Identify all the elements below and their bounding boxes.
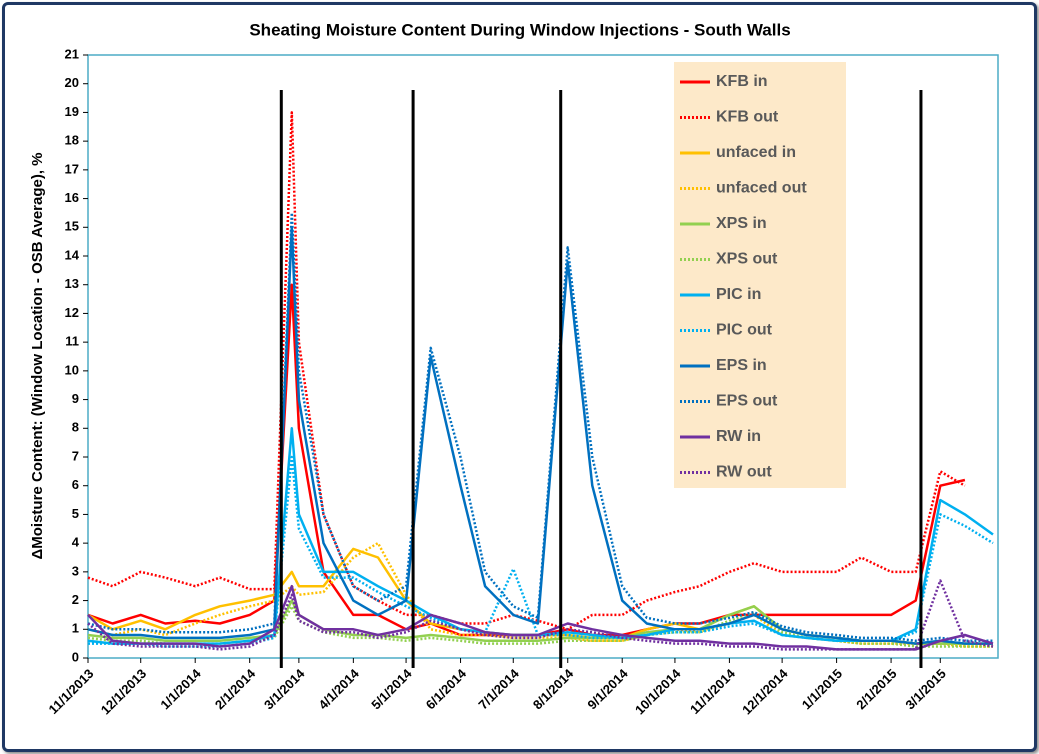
y-tick-label: 10 bbox=[65, 362, 79, 377]
legend-label: PIC in bbox=[716, 286, 761, 303]
y-axis-label: ΔMoisture Content: (Window Location - OS… bbox=[29, 152, 46, 559]
y-tick-label: 18 bbox=[65, 133, 79, 148]
y-tick-label: 1 bbox=[72, 621, 79, 636]
y-tick-label: 5 bbox=[72, 506, 79, 521]
x-tick-label: 7/1/2014 bbox=[475, 665, 522, 712]
y-tick-label: 6 bbox=[72, 477, 79, 492]
x-tick-label: 1/1/2014 bbox=[157, 665, 204, 712]
y-tick-label: 17 bbox=[65, 161, 79, 176]
x-tick-label: 4/1/2014 bbox=[316, 665, 363, 712]
legend-label: PIC out bbox=[716, 322, 773, 339]
legend-label: unfaced out bbox=[716, 180, 807, 197]
y-tick-label: 14 bbox=[65, 247, 80, 262]
x-tick-label: 9/1/2014 bbox=[584, 665, 631, 712]
y-tick-label: 0 bbox=[72, 649, 79, 664]
x-tick-label: 2/1/2014 bbox=[212, 665, 259, 712]
x-tick-label: 11/1/2013 bbox=[46, 666, 97, 717]
legend-label: XPS out bbox=[716, 251, 778, 268]
y-tick-label: 9 bbox=[72, 391, 79, 406]
legend-label: XPS in bbox=[716, 215, 767, 232]
y-tick-label: 12 bbox=[65, 305, 79, 320]
y-tick-label: 8 bbox=[72, 420, 79, 435]
series-line bbox=[87, 226, 993, 645]
series-line bbox=[88, 455, 994, 648]
legend-label: KFB out bbox=[716, 109, 779, 126]
chart-title: Sheating Moisture Content During Window … bbox=[249, 20, 790, 39]
legend-label: RW in bbox=[716, 428, 761, 445]
y-tick-label: 4 bbox=[72, 535, 80, 550]
x-tick-label: 12/1/2014 bbox=[739, 665, 791, 717]
y-tick-label: 2 bbox=[72, 592, 79, 607]
y-tick-label: 7 bbox=[72, 448, 79, 463]
x-tick-label: 3/1/2015 bbox=[902, 666, 948, 712]
series-line bbox=[87, 211, 993, 643]
x-tick-label: 2/1/2015 bbox=[853, 666, 899, 712]
y-tick-label: 19 bbox=[65, 104, 79, 119]
x-tick-label: 8/1/2014 bbox=[530, 665, 577, 712]
series-line bbox=[87, 427, 994, 645]
y-tick-label: 3 bbox=[72, 563, 79, 578]
legend-label: EPS out bbox=[716, 393, 778, 410]
x-tick-label: 5/1/2014 bbox=[368, 665, 415, 712]
series-line bbox=[87, 584, 994, 651]
y-tick-label: 13 bbox=[65, 276, 79, 291]
y-tick-label: 15 bbox=[65, 219, 79, 234]
x-tick-label: 11/1/2014 bbox=[687, 665, 739, 717]
plot-area bbox=[87, 54, 999, 659]
x-tick-label: 1/1/2015 bbox=[799, 666, 845, 712]
legend-label: EPS in bbox=[716, 357, 767, 374]
y-tick-label: 16 bbox=[65, 190, 79, 205]
x-tick-label: 6/1/2014 bbox=[423, 665, 470, 712]
series-line bbox=[87, 579, 994, 651]
y-tick-label: 20 bbox=[65, 75, 79, 90]
legend-box bbox=[674, 62, 846, 488]
x-tick-label: 10/1/2014 bbox=[632, 665, 684, 717]
x-tick-label: 12/1/2013 bbox=[98, 666, 150, 718]
legend-label: unfaced in bbox=[716, 144, 796, 161]
x-tick-label: 3/1/2014 bbox=[261, 665, 308, 712]
legend-label: RW out bbox=[716, 464, 772, 481]
y-tick-label: 11 bbox=[65, 334, 79, 349]
y-tick-label: 21 bbox=[65, 46, 79, 61]
legend-label: KFB in bbox=[716, 73, 768, 90]
